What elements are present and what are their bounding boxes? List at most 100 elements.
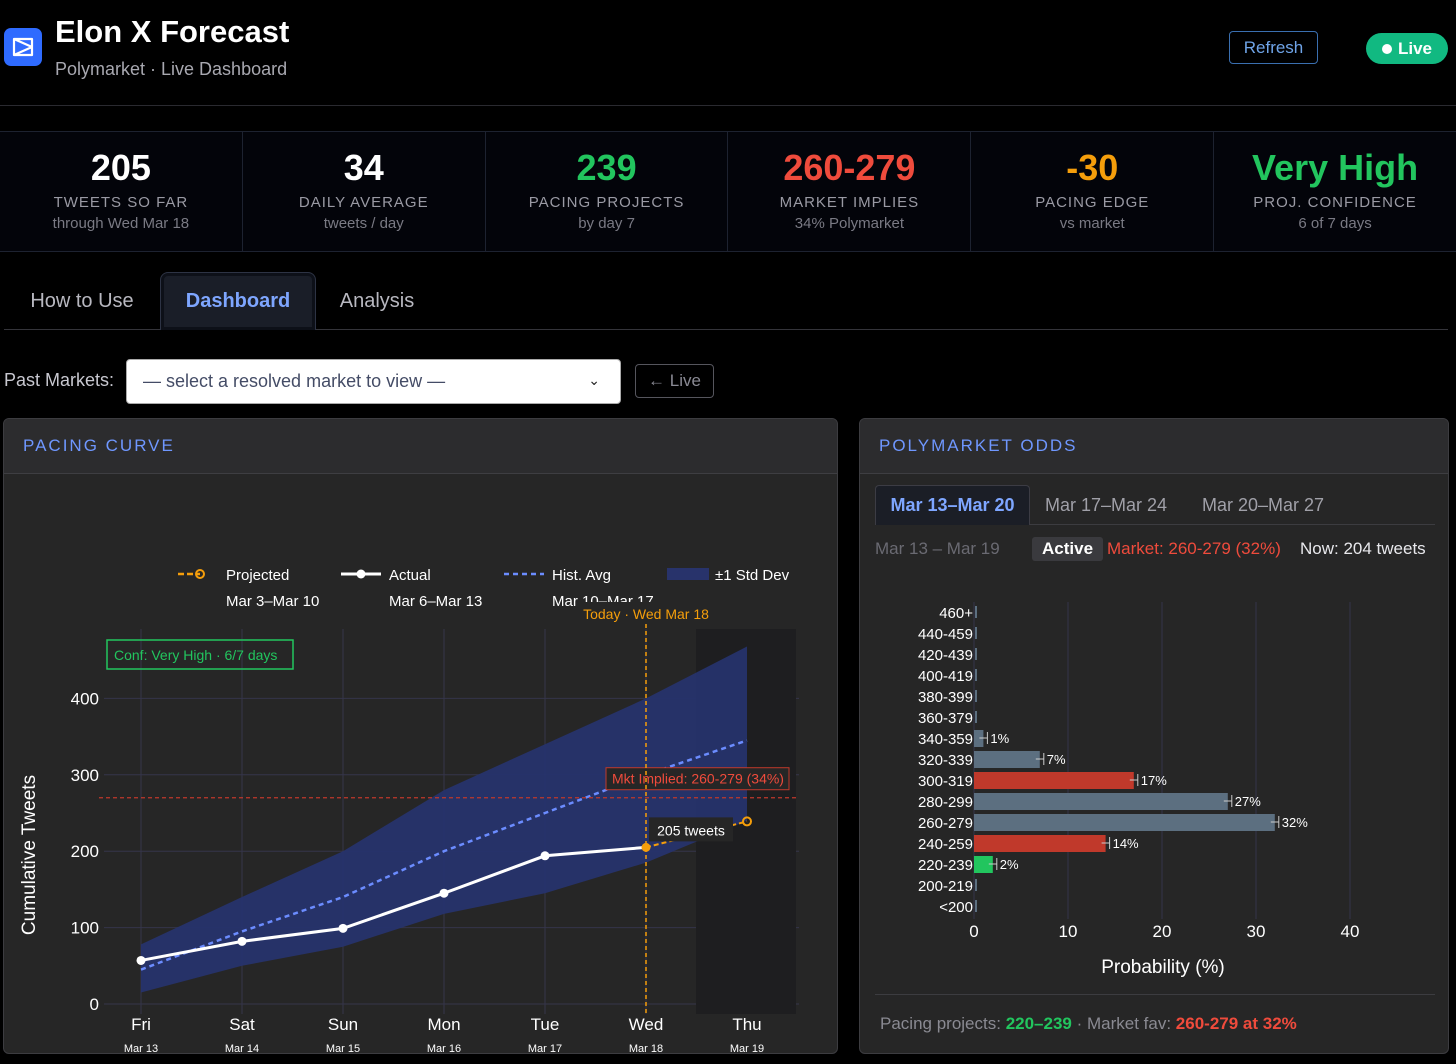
footer-market-fav: 260-279 at 32% [1175, 1014, 1297, 1033]
bar [974, 793, 1228, 810]
actual-point [237, 936, 247, 946]
bar-value-label: 17% [1141, 773, 1167, 788]
market-status-badge: Active [1032, 537, 1104, 561]
app-header: Elon X Forecast Polymarket · Live Dashbo… [0, 0, 1456, 106]
x-tick-label: 30 [1247, 922, 1266, 941]
bar-category-label: 420-439 [918, 647, 973, 664]
bar-category-label: 320-339 [918, 752, 973, 769]
legend-projected-label: Projected [226, 567, 289, 584]
bar [974, 730, 984, 747]
back-to-live-button[interactable]: ← Live [635, 364, 714, 398]
stat-pacing-edge: -30 PACING EDGE vs market [971, 132, 1215, 251]
footer-projection: 220–239 [1005, 1014, 1072, 1033]
x-tick-date: Mar 16 [427, 1043, 461, 1054]
stat-pacing-projects: 239 PACING PROJECTS by day 7 [486, 132, 729, 251]
bar-category-label: 400-419 [918, 668, 973, 685]
x-tick-date: Mar 15 [326, 1043, 360, 1054]
stat-value: 239 [576, 147, 637, 188]
stat-label: PACING PROJECTS [528, 194, 685, 211]
stat-market-implies: 260-279 MARKET IMPLIES 34% Polymarket [728, 132, 972, 251]
actual-line [140, 845, 647, 962]
bar [974, 814, 1275, 831]
bar [974, 856, 993, 873]
refresh-button[interactable]: Refresh [1229, 31, 1318, 64]
bar-category-label: 340-359 [918, 731, 973, 748]
stat-sub: 6 of 7 days [1298, 215, 1372, 232]
x-tick-date: Mar 19 [730, 1043, 764, 1054]
x-tick-date: Mar 13 [124, 1043, 158, 1054]
bar [975, 879, 977, 891]
actual-point [439, 888, 449, 898]
pacing-chart: Projected Mar 3–Mar 10 Actual Mar 6–Mar … [19, 567, 799, 1054]
actual-point [338, 923, 348, 933]
stat-value: -30 [1066, 147, 1119, 188]
stat-label: PROJ. CONFIDENCE [1253, 194, 1417, 211]
bar [975, 900, 977, 912]
stat-label: PACING EDGE [1035, 194, 1150, 211]
projected-point [742, 816, 752, 827]
panel-title: POLYMARKET ODDS [860, 419, 1448, 474]
x-tick-day: Fri [131, 1015, 151, 1034]
bar [975, 669, 977, 681]
x-tick-label: 0 [969, 922, 978, 941]
bar [974, 772, 1134, 789]
stats-bar: 205 TWEETS SO FAR through Wed Mar 18 34 … [0, 131, 1456, 252]
live-status-badge[interactable]: Live [1366, 33, 1448, 64]
y-tick-label: 0 [90, 995, 99, 1014]
std-dev-band [141, 646, 747, 993]
x-tick-date: Mar 17 [528, 1043, 562, 1054]
tab-mar-17-24[interactable]: Mar 17–Mar 24 [1044, 494, 1168, 515]
x-tick-label: 40 [1341, 922, 1360, 941]
past-markets-select[interactable]: — select a resolved market to view — ⌄ [126, 359, 621, 404]
stat-tweets-so-far: 205 TWEETS SO FAR through Wed Mar 18 [0, 132, 243, 251]
live-label: Live [1397, 38, 1433, 58]
tweets-label: 205 tweets [657, 822, 725, 838]
bar-value-label: 14% [1113, 836, 1139, 851]
today-box [578, 602, 714, 624]
bar [975, 690, 977, 702]
x-tick-label: 10 [1059, 922, 1078, 941]
stat-proj-confidence: Very High PROJ. CONFIDENCE 6 of 7 days [1214, 132, 1456, 251]
legend-projected-marker [195, 569, 205, 579]
stat-label: DAILY AVERAGE [298, 194, 429, 211]
tab-dashboard[interactable]: Dashboard [160, 272, 316, 330]
tab-how-to-use[interactable]: How to Use [30, 289, 134, 312]
bar-value-label: 7% [1047, 752, 1066, 767]
bar-category-label: 260-279 [918, 815, 973, 832]
y-tick-label: 200 [71, 842, 99, 861]
bar [975, 648, 977, 660]
tweets-box [649, 817, 733, 842]
actual-point [540, 851, 550, 861]
past-markets-label: Past Markets: [4, 370, 115, 390]
main-tabs: How to Use Dashboard Analysis [4, 272, 1448, 330]
bar-category-label: 240-259 [918, 836, 973, 853]
actual-point [136, 955, 146, 965]
stat-value: 260-279 [783, 147, 916, 188]
market-implied-box [605, 767, 790, 791]
legend-projected-sub: Mar 3–Mar 10 [226, 593, 319, 610]
bar-category-label: 220-239 [918, 857, 973, 874]
tab-mar-20-27[interactable]: Mar 20–Mar 27 [1201, 494, 1325, 515]
stat-sub: 34% Polymarket [794, 215, 904, 232]
bar-category-label: 380-399 [918, 689, 973, 706]
past-markets-placeholder: — select a resolved market to view — [143, 371, 446, 391]
current-tweet-count: Now: 204 tweets [1300, 539, 1426, 558]
legend-std-dev-swatch [667, 568, 709, 580]
bar-value-label: 27% [1235, 794, 1261, 809]
stat-value: 34 [343, 147, 384, 188]
market-info-row: Mar 13 – Mar 19 Active Market: 260-279 (… [875, 537, 1440, 563]
x-tick-day: Thu [732, 1015, 761, 1034]
tab-analysis[interactable]: Analysis [339, 289, 415, 312]
x-tick-label: 20 [1153, 922, 1172, 941]
bar-category-label: 440-459 [918, 626, 973, 643]
footer-mid: · Market fav: [1071, 1014, 1176, 1033]
app-title: Elon X Forecast [55, 14, 290, 49]
bar-category-label: <200 [939, 899, 973, 916]
bar-category-label: 460+ [939, 605, 973, 622]
stat-sub: through Wed Mar 18 [52, 215, 190, 232]
tab-mar-13-20[interactable]: Mar 13–Mar 20 [875, 485, 1030, 525]
x-tick-day: Mon [427, 1015, 460, 1034]
stat-label: TWEETS SO FAR [53, 194, 189, 211]
legend-actual-label: Actual [389, 567, 431, 584]
y-axis-title: Cumulative Tweets [19, 775, 40, 935]
